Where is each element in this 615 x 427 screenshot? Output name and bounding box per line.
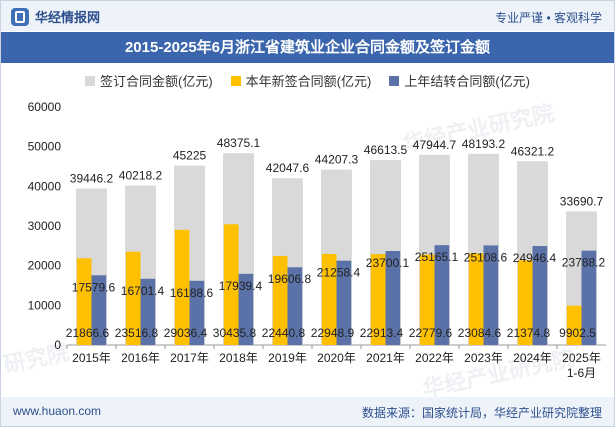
data-label-new: 22913.4 [360,326,404,340]
bar-new [468,253,484,345]
data-label-signed: 33690.7 [560,194,604,208]
logo-icon [11,7,29,26]
data-label-new: 22440.8 [262,326,306,340]
x-tick-label: 2015年 [72,351,111,365]
chart-title: 2015-2025年6月浙江省建筑业企业合同金额及签订金额 [1,32,614,63]
y-tick-label: 50000 [28,140,62,154]
legend-item-carry: 上年结转合同额(亿元) [389,71,530,90]
y-tick-label: 10000 [28,298,62,312]
data-label-carry: 17579.6 [72,280,116,294]
data-label-signed: 48193.2 [462,137,506,151]
data-label-signed: 47944.7 [413,138,457,152]
bar-carry [385,250,401,345]
data-label-signed: 46613.5 [364,143,408,157]
y-tick-label: 20000 [28,259,62,273]
logo[interactable]: 华经情报网 [11,7,100,26]
footer: www.huaon.com 数据来源：国家统计局，华经产业研究院整理 [1,397,614,426]
chart-legend: 签订合同金额(亿元) 本年新签合同额(亿元) 上年结转合同额(亿元) [1,71,614,90]
bar-carry [140,278,156,345]
legend-swatch-carry [389,75,400,86]
data-label-new: 29036.4 [164,326,208,340]
legend-swatch-signed [84,75,95,86]
x-tick-label: 2023年 [464,351,503,365]
data-label-carry: 25165.1 [415,250,459,264]
bar-carry [287,267,303,345]
x-tick-label: 2017年 [170,351,209,365]
data-label-signed: 48375.1 [217,136,261,150]
legend-item-new: 本年新签合同额(亿元) [230,71,372,90]
bar-carry [336,260,352,345]
legend-label-new: 本年新签合同额(亿元) [245,74,372,89]
data-label-carry: 16188.6 [170,286,214,300]
bar-new [566,305,582,345]
legend-label-signed: 签订合同金额(亿元) [99,74,213,89]
data-label-carry: 21258.4 [317,266,361,280]
bar-carry [483,245,499,345]
data-label-carry: 16701.4 [121,284,165,298]
bar-new [223,224,239,345]
data-label-signed: 45225 [173,149,207,163]
bar-new [125,251,141,345]
bar-new [517,260,533,345]
data-label-carry: 19606.8 [268,272,312,286]
logo-text: 华经情报网 [35,10,101,25]
x-tick-label: 2018年 [219,351,258,365]
x-tick-label: 2021年 [366,351,405,365]
data-label-signed: 44207.3 [315,153,359,167]
bar-carry [91,275,107,345]
tagline: 专业严谨 • 客观科学 [495,11,602,25]
data-label-new: 21374.8 [507,326,551,340]
legend-item-signed: 签订合同金额(亿元) [84,71,213,90]
bar-chart: 0 10000 20000 30000 40000 50000 60000 39446.2 17… [28,100,606,380]
data-label-new: 30435.8 [213,326,257,340]
x-tick-label: 2020年 [317,351,356,365]
top-bar: 华经情报网 专业严谨 • 客观科学 [1,1,614,31]
data-label-new: 22948.9 [311,326,355,340]
legend-label-carry: 上年结转合同额(亿元) [404,74,530,89]
data-label-new: 23516.8 [115,326,159,340]
x-tick-label: 1-6月 [567,366,596,380]
bar-carry [434,245,450,345]
data-label-signed: 42047.6 [266,161,310,175]
x-tick-label: 2019年 [268,351,307,365]
data-label-carry: 25108.6 [464,250,508,264]
data-label-signed: 46321.2 [511,144,555,158]
y-tick-label: 0 [54,338,61,352]
bar-new [174,229,190,345]
bar-new [321,253,337,345]
x-tick-label: 2025年 [562,351,601,365]
x-tick-label: 2024年 [513,351,552,365]
bar-new [370,254,386,345]
y-tick-label: 60000 [28,100,62,114]
legend-swatch-new [230,75,241,86]
x-tick-label: 2016年 [121,351,160,365]
bar-carry [581,250,597,345]
data-label-new: 23084.6 [458,326,502,340]
data-label-carry: 23788.2 [562,256,606,270]
data-label-new: 21866.6 [66,326,110,340]
footer-site[interactable]: www.huaon.com [13,404,102,418]
data-label-new: 22779.6 [409,326,453,340]
bar-carry [189,280,205,345]
bar-new [272,255,288,345]
bar-carry [532,246,548,345]
footer-source: 数据来源：国家统计局，华经产业研究院整理 [361,406,602,420]
data-label-carry: 17939.4 [219,279,263,293]
y-tick-label: 30000 [28,219,62,233]
data-label-new: 9902.5 [559,326,596,340]
data-label-signed: 39446.2 [70,172,114,186]
bar-carry [238,273,254,345]
data-label-signed: 40218.2 [119,168,163,182]
data-label-carry: 24946.4 [513,251,557,265]
bar-new [419,254,435,345]
y-tick-label: 40000 [28,179,62,193]
data-label-carry: 23700.1 [366,256,410,270]
x-tick-label: 2022年 [415,351,454,365]
bar-new [76,258,92,345]
